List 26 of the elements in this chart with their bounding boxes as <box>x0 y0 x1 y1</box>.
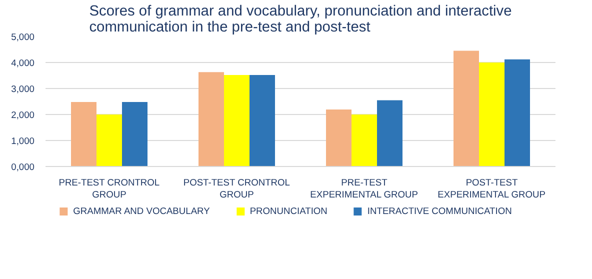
bar <box>377 100 402 166</box>
bar <box>71 102 96 166</box>
bar <box>224 74 250 166</box>
y-tick-label: 0,000 <box>11 162 34 172</box>
bar <box>479 62 504 166</box>
legend-label: INTERACTIVE COMMUNICATION <box>367 206 512 216</box>
legend-label: GRAMMAR AND VOCABULARY <box>73 206 210 216</box>
legend-label: PRONUNCIATION <box>250 206 328 216</box>
x-tick-label: POST-TEST CRONTROL GROUP <box>183 178 290 200</box>
x-tick-label: PRE-TEST EXPERIMENTAL GROUP <box>310 178 418 200</box>
chart-title: Scores of grammar and vocabulary, pronunciation and interactive communication in the pre-test and post-test <box>89 4 512 36</box>
y-tick-label: 5,000 <box>11 32 34 42</box>
bar <box>122 102 148 166</box>
bar <box>198 72 224 166</box>
bar <box>250 74 275 166</box>
y-tick-label: 1,000 <box>11 136 34 146</box>
y-tick-label: 2,000 <box>11 110 34 120</box>
bar <box>352 114 377 166</box>
y-tick-label: 4,000 <box>11 58 34 68</box>
bar <box>326 110 352 166</box>
bar <box>504 59 530 166</box>
x-tick-label: POST-TEST EXPERIMENTAL GROUP <box>438 178 546 200</box>
bar <box>96 114 122 166</box>
y-tick-label: 3,000 <box>11 84 34 94</box>
x-tick-label: PRE-TEST CRONTROL GROUP <box>58 178 160 200</box>
bar <box>454 50 479 166</box>
